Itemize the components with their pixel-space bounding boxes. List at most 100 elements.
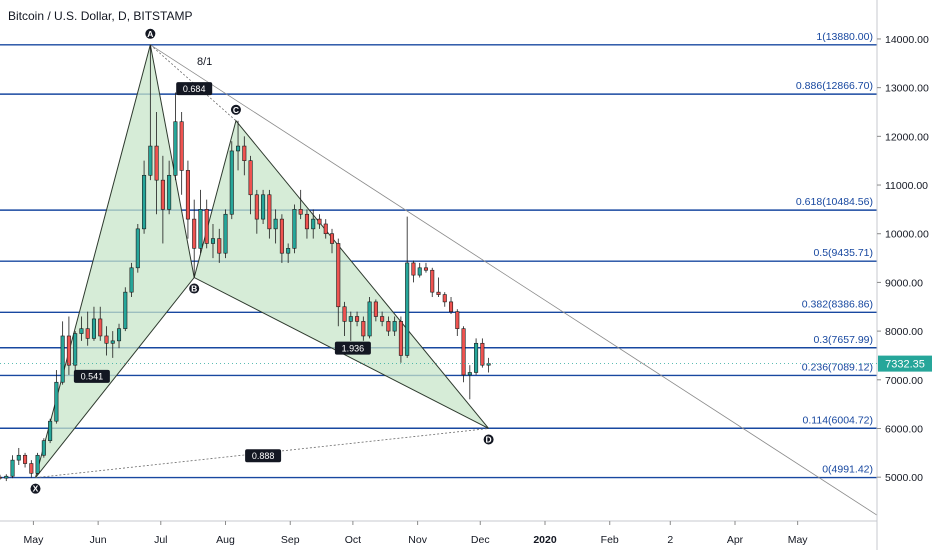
candle-body bbox=[154, 145, 159, 181]
pattern-point-label: A bbox=[147, 29, 153, 39]
candle-body bbox=[10, 459, 15, 477]
fib-level-label: 0.382(8386.86) bbox=[802, 298, 873, 310]
candle-body bbox=[66, 335, 71, 366]
candle-body bbox=[373, 301, 378, 317]
candle-body bbox=[311, 218, 316, 230]
candle-body bbox=[85, 328, 90, 339]
x-tick-label: May bbox=[23, 534, 44, 546]
fib-level-label: 0.5(9435.71) bbox=[813, 247, 873, 259]
fib-level-label: 0.114(6004.72) bbox=[803, 414, 873, 426]
candle-body bbox=[304, 213, 309, 230]
candle-body bbox=[16, 454, 21, 461]
x-tick-label: Jun bbox=[90, 534, 107, 546]
fib-level-label: 1(13880.00) bbox=[816, 31, 873, 43]
candle-body bbox=[423, 267, 428, 271]
candle-body bbox=[223, 213, 228, 254]
candle-body bbox=[116, 328, 122, 342]
candle-body bbox=[23, 454, 28, 464]
x-tick-label: Oct bbox=[345, 534, 361, 546]
candle-body bbox=[392, 321, 397, 332]
x-tick-label: Feb bbox=[601, 534, 619, 546]
last-price-tag bbox=[878, 355, 932, 372]
candle-body bbox=[480, 342, 485, 366]
candle-body bbox=[449, 301, 454, 312]
candle-body bbox=[292, 209, 297, 249]
candle-body bbox=[79, 328, 84, 334]
x-tick-label: 2 bbox=[667, 534, 673, 546]
x-tick-label: Aug bbox=[216, 534, 235, 546]
candle-body bbox=[98, 318, 103, 337]
candle-body bbox=[430, 269, 435, 293]
ratio-badge bbox=[73, 369, 110, 383]
fib-level-label: 0.3(7657.99) bbox=[813, 334, 873, 346]
pattern-point-badge bbox=[145, 28, 156, 39]
candle-body bbox=[60, 335, 65, 383]
candle-body bbox=[142, 174, 147, 230]
candle-body bbox=[73, 333, 78, 366]
ratio-label: 0.684 bbox=[183, 84, 206, 94]
candle-body bbox=[48, 420, 53, 441]
candle-body bbox=[336, 243, 341, 308]
candle-body bbox=[110, 340, 115, 344]
candle-body bbox=[417, 267, 422, 276]
fib-level-label: 0.886(12866.70) bbox=[796, 80, 873, 92]
candle-body bbox=[261, 194, 266, 220]
candle-body bbox=[173, 121, 178, 176]
candle-body bbox=[329, 233, 335, 244]
pattern-point-badge bbox=[30, 483, 41, 494]
ratio-label: 0.888 bbox=[252, 451, 275, 461]
candle-body bbox=[160, 179, 165, 210]
candle-body bbox=[380, 316, 385, 322]
candle-body bbox=[286, 248, 291, 254]
y-tick-label: 7000.00 bbox=[885, 375, 923, 387]
candle-body bbox=[348, 316, 353, 322]
candle-body bbox=[236, 145, 241, 152]
x-tick-label: Apr bbox=[727, 534, 744, 546]
candle-body bbox=[298, 209, 303, 215]
candle-body bbox=[355, 316, 360, 322]
candle-body bbox=[361, 321, 366, 337]
pattern-labels-group: X A B C D 0.541 0.684 1.936 0.888 8/1 bbox=[30, 28, 494, 494]
candle-body bbox=[455, 311, 460, 329]
x-tick-label: 2020 bbox=[533, 534, 557, 546]
candle-body bbox=[179, 121, 184, 171]
candles-group bbox=[0, 44, 491, 482]
candle-body bbox=[279, 218, 284, 254]
candle-body bbox=[442, 294, 447, 303]
pattern-point-label: C bbox=[233, 105, 239, 115]
y-tick-label: 11000.00 bbox=[885, 180, 928, 192]
candle-body bbox=[41, 440, 46, 456]
candle-body bbox=[436, 291, 441, 295]
chart-title: Bitcoin / U.S. Dollar, D, BITSTAMP bbox=[8, 9, 193, 23]
y-tick-label: 8000.00 bbox=[885, 326, 923, 338]
candle-body bbox=[386, 321, 391, 332]
candle-body bbox=[192, 218, 197, 249]
candle-body bbox=[204, 209, 209, 244]
candle-body bbox=[317, 218, 322, 225]
candle-body bbox=[405, 262, 410, 356]
candle-body bbox=[323, 223, 328, 235]
ratio-badge bbox=[176, 82, 213, 96]
candle-body bbox=[411, 262, 416, 276]
x-tick-label: Nov bbox=[408, 534, 427, 546]
candle-body bbox=[467, 372, 472, 376]
candle-body bbox=[35, 454, 40, 474]
candle-body bbox=[91, 318, 96, 339]
fib-level-label: 0(4991.42) bbox=[822, 464, 873, 476]
ratio-badge bbox=[245, 449, 282, 463]
pattern-point-badge bbox=[483, 434, 494, 445]
candle-body bbox=[398, 321, 403, 356]
harmonic-pattern-group bbox=[35, 44, 878, 516]
candle-body bbox=[461, 328, 466, 376]
ratio-label: 1.936 bbox=[342, 343, 365, 353]
last-price-label: 7332.35 bbox=[885, 359, 925, 371]
candle-body bbox=[229, 150, 234, 215]
trend-line bbox=[150, 44, 878, 516]
x-tick-label: Dec bbox=[471, 534, 490, 546]
fib-level-label: 0.236(7089.12) bbox=[802, 361, 873, 373]
candle-body bbox=[217, 238, 222, 254]
x-tick-label: Jul bbox=[154, 534, 167, 546]
pattern-point-label: X bbox=[33, 484, 39, 494]
